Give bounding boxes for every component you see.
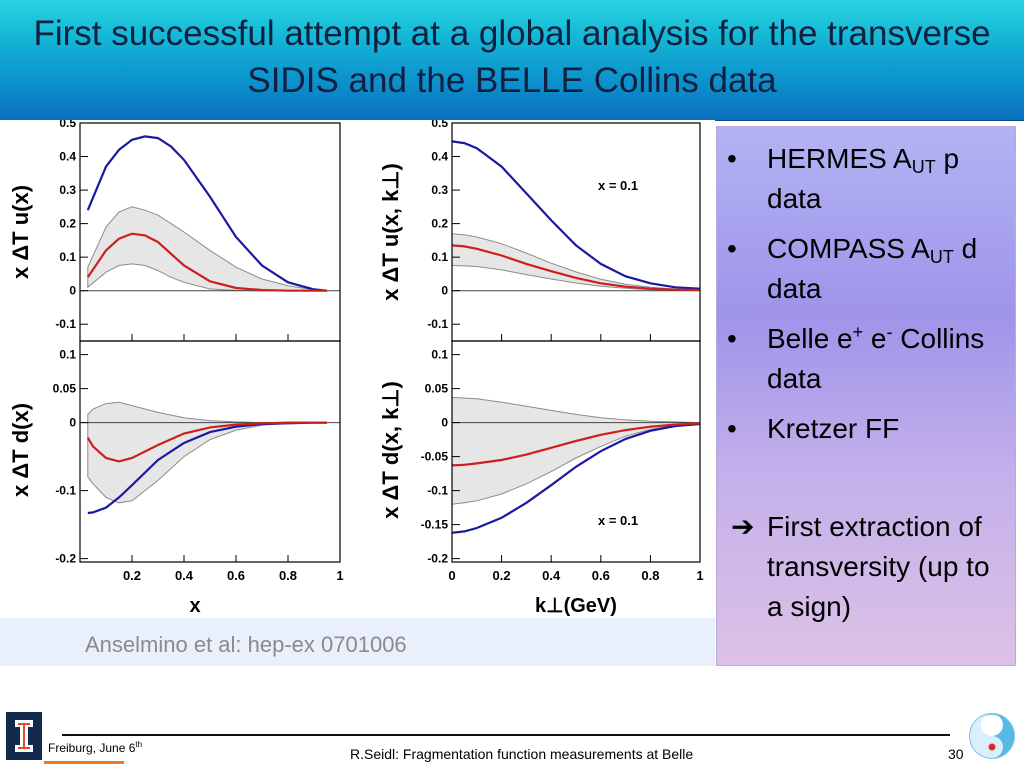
x-axis-label: k⊥(GeV) [535,595,617,617]
y-tick-label: 0 [441,416,448,430]
y-tick-label: 0.05 [425,382,449,396]
panel-frame [451,122,701,342]
y-tick-label: -0.2 [427,552,448,566]
conclusion-text: First extraction of transversity (up to … [767,511,990,622]
y-tick-label: 0 [69,284,76,298]
x-value-annotation: x = 0.1 [598,513,638,528]
bullet-dot: • [727,323,737,354]
uiuc-logo-icon [6,712,42,760]
x-value-annotation: x = 0.1 [598,178,638,193]
panel-frame [451,340,701,563]
bullet-text: COMPASS AUT d data [767,233,978,304]
x-tick-label: 0.4 [175,568,194,583]
bullet-text: Belle e+ e- Collins data [767,322,985,394]
x-tick-label: 1 [336,568,343,583]
transversity-plots: -0.1 0 0.1 0.2 0.3 0.4 0.5 x ΔT u(x) -0.1 0 0.1 0.2… [8,120,704,617]
x-tick-label: 0.8 [641,568,659,583]
y-tick-label: 0.4 [431,150,448,164]
bullet-text: HERMES AUT p data [767,143,960,214]
citation-caption: Anselmino et al: hep-ex 0701006 [85,632,407,657]
footer-location: Freiburg, June 6th [48,740,143,756]
bullet-panel: • HERMES AUT p data • COMPASS AUT d data… [716,126,1016,666]
bullet-dot: • [727,143,737,174]
x-tick-label: 0.8 [279,568,297,583]
series-line-red [86,421,327,463]
y-tick-label: 0.5 [431,120,448,130]
error-band [451,233,701,291]
x-tick-label: 0.2 [123,568,141,583]
y-tick-label: 0.3 [59,183,76,197]
y-tick-label: 0.1 [431,250,448,264]
y-tick-label: -0.1 [55,317,76,331]
plot-area: -0.1 0 0.1 0.2 0.3 0.4 0.5 x ΔT u(x) -0.1 0 0.1 0.2… [0,120,715,618]
y-tick-label: -0.1 [55,484,76,498]
series-line-red [451,422,701,467]
x-tick-label: 0.2 [493,568,511,583]
y-tick-label: 0.4 [59,150,76,164]
x-tick-label: 0 [448,568,455,583]
y-tick-label: 0.1 [59,348,76,362]
series-line-blue [86,135,328,292]
y-tick-label: 0.1 [431,348,448,362]
title-bar: First successful attempt at a global ana… [0,0,1024,121]
x-tick-label: 0.4 [542,568,561,583]
series-line-red [86,232,327,292]
y-tick-label: -0.2 [55,552,76,566]
panel-frame [79,340,341,563]
y-tick-label: -0.05 [421,450,449,464]
footer-accent-rule [44,761,124,764]
y-axis-label: x ΔT d(x) [8,403,33,497]
y-tick-label: 0.05 [53,382,77,396]
belle-logo-icon [969,713,1015,759]
slide-title: First successful attempt at a global ana… [33,14,991,100]
y-tick-label: 0.1 [59,250,76,264]
y-axis-label: x ΔT u(x) [8,185,33,279]
y-axis-label: x ΔT d(x, k⊥) [378,381,403,519]
series-line-red [451,244,701,292]
error-band [87,401,327,504]
series-line-blue [451,140,701,290]
y-tick-label: -0.1 [427,484,448,498]
y-tick-label: 0.2 [431,217,448,231]
y-tick-label: 0.3 [431,183,448,197]
caption-band [0,618,715,666]
x-tick-label: 0.6 [592,568,610,583]
right-arrow-icon: ➔ [731,511,755,542]
bullet-dot: • [727,413,737,444]
x-tick-label: 0.6 [227,568,245,583]
y-tick-label: -0.1 [427,317,448,331]
error-band [451,396,701,505]
footer-talk-title: R.Seidl: Fragmentation function measurem… [350,746,694,762]
y-tick-label: 0 [441,284,448,298]
footer-rule [62,734,950,736]
y-tick-label: -0.15 [421,518,449,532]
y-tick-label: 0 [69,416,76,430]
x-tick-label: 1 [696,568,703,583]
y-tick-label: 0.2 [59,217,76,231]
y-tick-label: 0.5 [59,120,76,130]
x-axis-label: x [189,595,200,617]
y-axis-label: x ΔT u(x, k⊥) [378,163,403,301]
page-number: 30 [948,746,964,762]
error-band [87,206,328,292]
bullet-text: Kretzer FF [767,413,900,444]
series-line-blue [451,422,701,534]
bullet-dot: • [727,233,737,264]
